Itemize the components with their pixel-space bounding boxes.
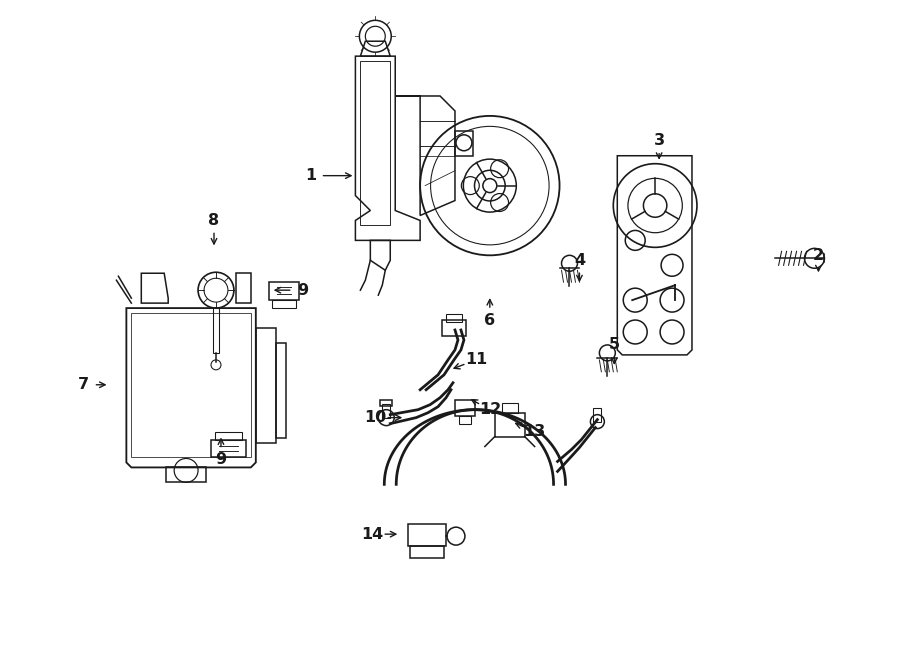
Bar xyxy=(495,412,525,436)
Bar xyxy=(382,404,391,418)
Text: 6: 6 xyxy=(484,313,495,328)
Text: 12: 12 xyxy=(479,402,501,417)
Bar xyxy=(593,408,601,422)
Text: 9: 9 xyxy=(215,452,227,467)
Bar xyxy=(131,313,251,457)
Bar xyxy=(275,343,285,438)
Bar xyxy=(360,61,391,225)
Bar xyxy=(256,328,275,442)
Bar xyxy=(442,320,466,336)
Bar xyxy=(459,416,471,424)
Bar xyxy=(272,300,296,308)
Bar xyxy=(215,432,242,440)
Text: 8: 8 xyxy=(209,213,220,228)
Text: 2: 2 xyxy=(813,248,824,263)
Text: 4: 4 xyxy=(574,253,585,268)
Text: 7: 7 xyxy=(78,377,89,392)
Text: 3: 3 xyxy=(653,134,665,148)
Text: 14: 14 xyxy=(361,527,383,541)
Text: 11: 11 xyxy=(464,352,487,368)
Text: 5: 5 xyxy=(608,337,620,352)
Text: 13: 13 xyxy=(524,424,545,439)
Bar xyxy=(409,524,446,546)
Text: 9: 9 xyxy=(297,283,308,297)
Bar xyxy=(502,403,518,412)
Text: 1: 1 xyxy=(305,168,316,183)
Bar xyxy=(455,400,475,416)
Bar xyxy=(455,131,472,156)
Bar xyxy=(211,440,246,457)
Bar xyxy=(381,400,392,406)
Bar xyxy=(213,308,219,353)
Text: 10: 10 xyxy=(364,410,386,425)
Bar xyxy=(166,467,206,483)
Bar xyxy=(410,546,444,558)
Bar xyxy=(269,282,299,300)
Bar xyxy=(446,314,462,322)
